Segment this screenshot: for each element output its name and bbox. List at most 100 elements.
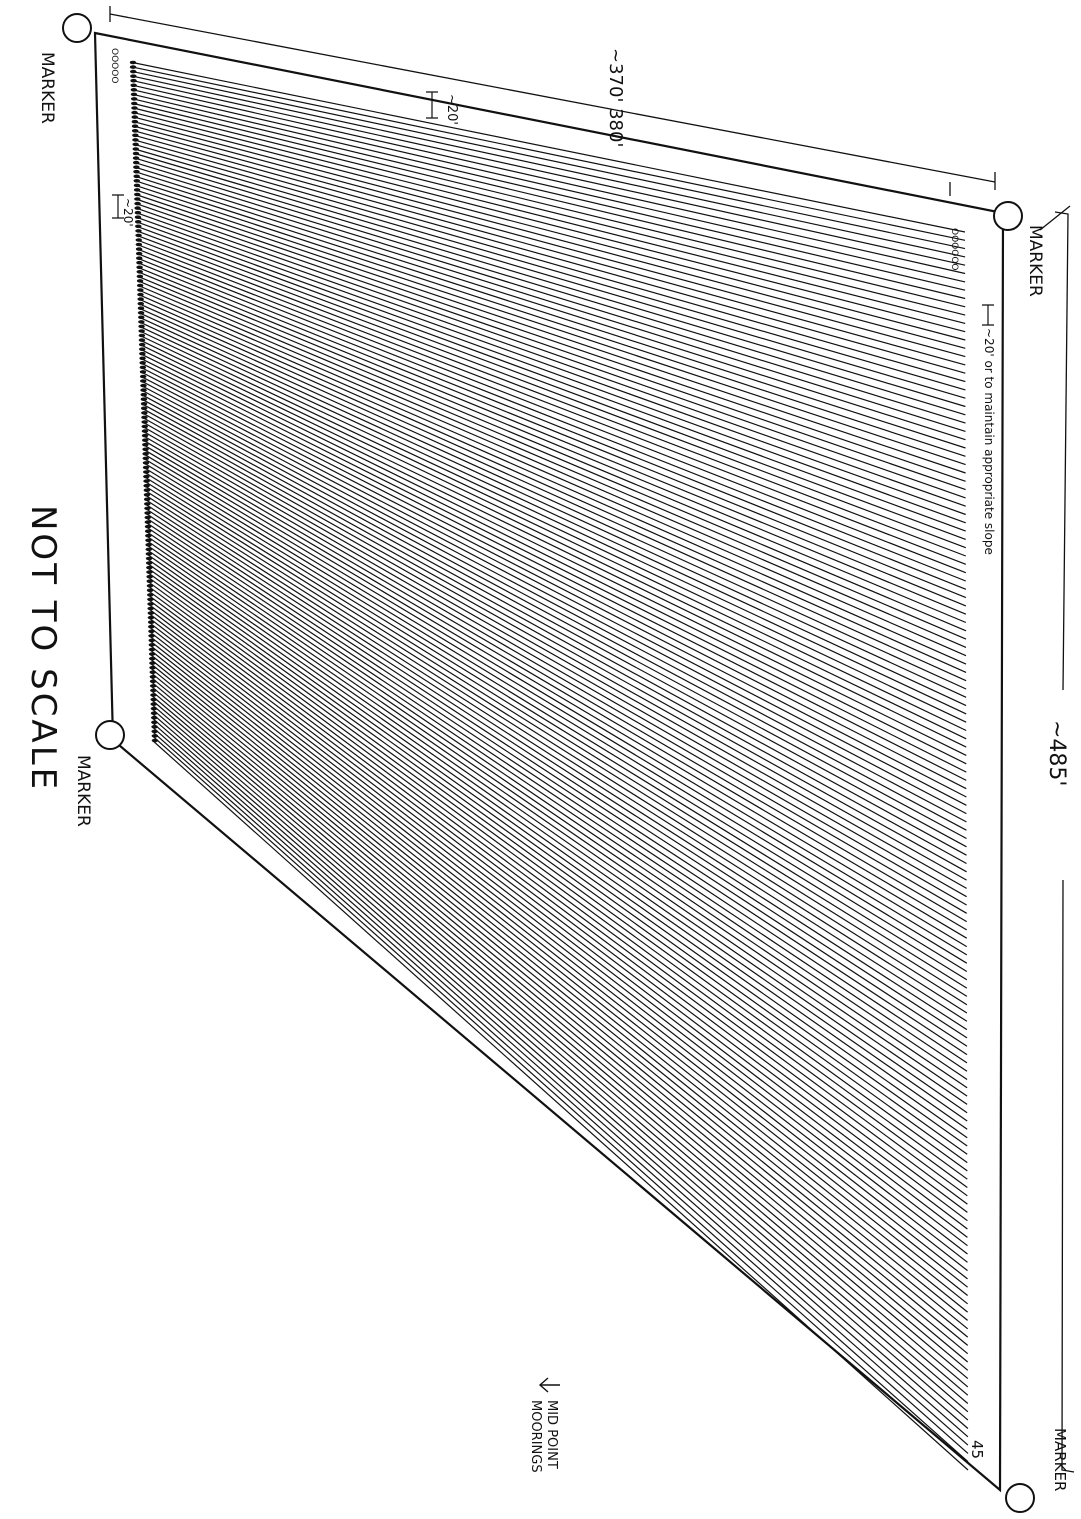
row-end-dot — [132, 156, 140, 160]
row-line — [143, 484, 968, 1006]
row-line — [139, 357, 967, 773]
row-end-dot — [134, 215, 142, 219]
row-line — [138, 343, 967, 748]
row-end-dot — [147, 597, 154, 602]
row-line — [134, 197, 966, 482]
row-line — [138, 334, 967, 732]
row-line — [142, 466, 968, 973]
row-end-dot — [141, 420, 148, 424]
row-line — [145, 539, 968, 1105]
row-end-dot — [132, 138, 139, 142]
row-spacing-top-label: ~20' — [444, 94, 459, 125]
row-end-dot — [137, 283, 144, 288]
row-line — [134, 220, 966, 524]
marker-circle-bottom-right — [1005, 1483, 1035, 1513]
row-line — [138, 329, 967, 723]
row-line — [146, 584, 968, 1188]
row-end-dot — [142, 461, 150, 465]
row-line — [146, 575, 968, 1172]
row-line — [142, 457, 968, 956]
row-line — [136, 266, 967, 607]
row-count-label: 45 — [968, 1440, 986, 1459]
row-line — [137, 298, 967, 665]
row-line — [149, 662, 969, 1330]
row-line — [148, 634, 968, 1280]
row-end-dot — [143, 483, 150, 488]
row-line — [135, 238, 967, 557]
row-end-dot — [131, 119, 139, 124]
row-end-dot — [134, 210, 142, 215]
row-line — [147, 607, 968, 1230]
row-end-dot — [141, 411, 148, 415]
row-line — [140, 389, 967, 831]
marker-label-top-left: MARKER — [37, 52, 57, 124]
row-end-dot — [145, 547, 152, 552]
row-end-dot — [138, 333, 146, 338]
row-line — [133, 161, 966, 416]
row-line — [144, 521, 968, 1072]
row-end-dot — [130, 88, 138, 92]
row-line — [132, 143, 966, 383]
row-end-dot — [148, 638, 155, 643]
row-end-dot — [147, 615, 155, 620]
row-end-dot — [134, 192, 141, 197]
row-end-dot — [129, 60, 137, 65]
row-line — [150, 694, 969, 1388]
mid-point-note-line2: MOORINGS — [528, 1400, 543, 1473]
row-line — [138, 339, 967, 740]
row-line — [134, 202, 966, 491]
row-line — [139, 361, 967, 781]
row-end-dot — [136, 274, 144, 279]
row-line — [148, 657, 968, 1321]
row-end-dot — [148, 620, 155, 624]
row-end-dot — [144, 511, 151, 515]
row-end-dot — [134, 206, 141, 210]
row-end-dot — [132, 142, 139, 147]
row-line — [133, 188, 966, 466]
row-line — [131, 106, 966, 316]
row-end-dot — [141, 424, 148, 429]
row-line — [149, 675, 969, 1355]
mooring-rows — [129, 61, 969, 1471]
row-line — [139, 375, 967, 806]
row-line — [137, 293, 967, 657]
row-end-dot — [131, 115, 138, 119]
row-end-dot — [150, 711, 158, 715]
row-line — [144, 530, 968, 1089]
row-end-dot — [136, 270, 143, 274]
row-line — [139, 366, 967, 790]
row-line — [146, 593, 968, 1205]
row-line — [148, 648, 968, 1305]
row-line — [136, 270, 967, 615]
row-end-dot — [145, 543, 152, 547]
row-line — [140, 407, 967, 865]
marker-label-bottom-right: MARKER — [1051, 1428, 1069, 1491]
row-end-dot — [140, 392, 147, 397]
row-line — [134, 216, 966, 516]
row-end-dot — [141, 433, 149, 438]
row-end-dot — [141, 429, 149, 433]
row-line — [142, 448, 968, 939]
row-end-dot — [136, 260, 143, 265]
row-end-dot — [131, 97, 138, 101]
length-dimension-line — [1039, 205, 1075, 1473]
row-end-dot — [133, 183, 141, 188]
row-end-dot — [132, 133, 139, 138]
row-number-stack-top: OOOOO — [109, 48, 119, 83]
row-end-dot — [140, 374, 147, 379]
row-line — [129, 61, 966, 233]
row-line — [141, 416, 967, 881]
row-line — [141, 411, 967, 873]
row-end-dot — [135, 233, 142, 238]
row-line — [132, 134, 966, 366]
row-end-dot — [135, 229, 142, 233]
row-end-dot — [149, 670, 156, 674]
marker-circle-top-right — [993, 201, 1023, 231]
row-end-dot — [135, 224, 142, 229]
row-end-dot — [130, 78, 137, 83]
row-end-dot — [138, 315, 145, 320]
row-end-dot — [146, 574, 153, 579]
row-end-dot — [148, 647, 156, 652]
row-line — [143, 489, 968, 1014]
row-line — [144, 511, 968, 1056]
